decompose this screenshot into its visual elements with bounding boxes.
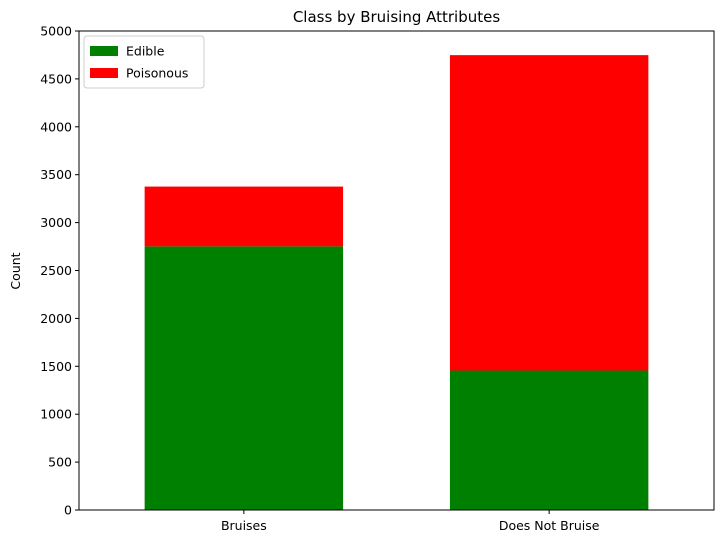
y-tick-label: 500: [48, 455, 72, 470]
x-axis: Bruises Does Not Bruise: [221, 510, 600, 533]
y-tick-label: 1500: [40, 359, 72, 374]
y-tick-label: 5000: [40, 24, 72, 39]
y-tick-label: 1000: [40, 407, 72, 422]
x-tick-label: Bruises: [221, 518, 267, 533]
chart-title: Class by Bruising Attributes: [293, 8, 501, 26]
y-axis-title: Count: [8, 252, 23, 289]
bar-poisonous-bruises: [144, 186, 344, 247]
legend-label-poisonous: Poisonous: [126, 66, 188, 81]
bar-edible-bruises: [144, 246, 344, 510]
legend: Edible Poisonous: [83, 35, 205, 89]
y-tick-label: 4000: [40, 119, 72, 134]
y-tick-label: 0: [64, 503, 72, 518]
legend-swatch-edible: [90, 46, 118, 56]
bar-group: [144, 55, 649, 510]
legend-label-edible: Edible: [126, 44, 165, 59]
bar-edible-does-not-bruise: [449, 370, 649, 510]
y-tick-label: 2000: [40, 311, 72, 326]
y-axis: 0 500 1000 1500 2000 2500 3000 3500 4000 4500 5000: [40, 24, 79, 518]
y-tick-label: 3500: [40, 167, 72, 182]
y-tick-label: 3000: [40, 215, 72, 230]
plot-frame: [78, 30, 715, 511]
y-tick-label: 2500: [40, 263, 72, 278]
x-tick-label: Does Not Bruise: [499, 518, 600, 533]
legend-swatch-poisonous: [90, 68, 118, 78]
y-tick-label: 4500: [40, 71, 72, 86]
bar-poisonous-does-not-bruise: [449, 55, 649, 371]
